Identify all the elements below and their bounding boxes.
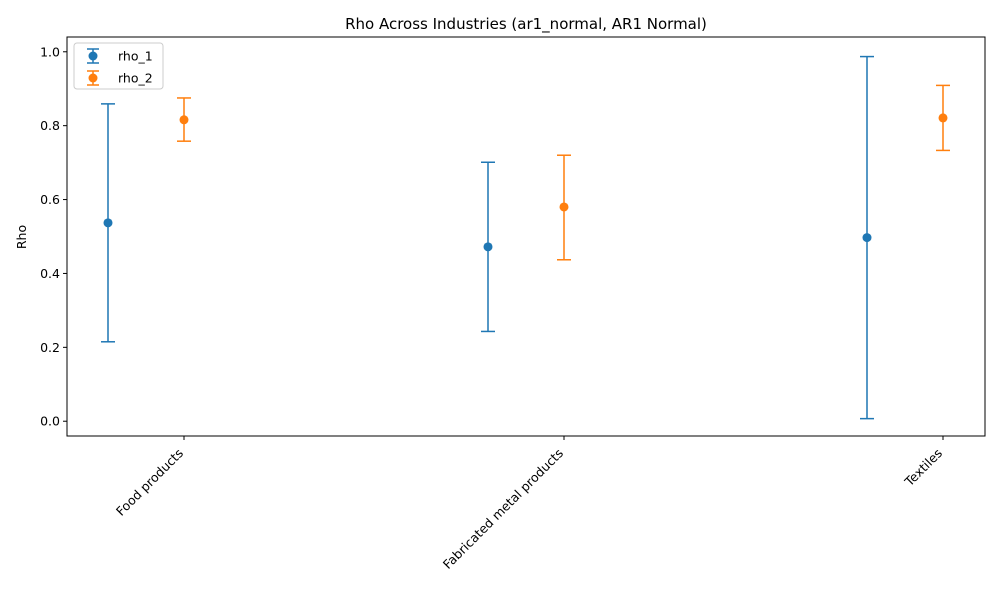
y-tick-label: 0.6 — [40, 192, 60, 207]
legend-marker — [88, 51, 98, 61]
series-rho_2 — [177, 84, 950, 261]
data-point — [179, 115, 189, 125]
chart-title: Rho Across Industries (ar1_normal, AR1 N… — [345, 15, 707, 34]
legend-label: rho_1 — [118, 49, 153, 64]
legend-entry: rho_2 — [87, 70, 153, 86]
y-tick-label: 0.4 — [40, 266, 60, 281]
data-marks — [101, 55, 950, 420]
legend-marker — [88, 73, 98, 83]
legend-label: rho_2 — [118, 71, 153, 86]
plot-area-frame — [66, 36, 986, 437]
data-point — [559, 202, 569, 212]
y-tick-label: 0.8 — [40, 118, 60, 133]
y-tick-label: 0.0 — [40, 414, 60, 429]
y-axis-label: Rho — [14, 225, 29, 249]
y-axis: 0.0 0.2 0.4 0.6 0.8 1.0 — [40, 44, 67, 429]
x-tick-label: Food products — [113, 446, 186, 519]
x-axis: Food products Fabricated metal products Te… — [113, 436, 945, 572]
data-point — [483, 242, 493, 252]
data-point — [862, 233, 872, 243]
x-tick-label: Textiles — [901, 446, 945, 490]
x-tick-label: Fabricated metal products — [440, 446, 566, 572]
series-rho_1 — [101, 55, 874, 420]
legend-entry: rho_1 — [87, 48, 153, 64]
y-tick-label: 1.0 — [40, 44, 60, 59]
data-point — [103, 218, 113, 228]
y-tick-label: 0.2 — [40, 340, 60, 355]
legend: rho_1 rho_2 — [73, 42, 164, 90]
data-point — [938, 113, 948, 123]
